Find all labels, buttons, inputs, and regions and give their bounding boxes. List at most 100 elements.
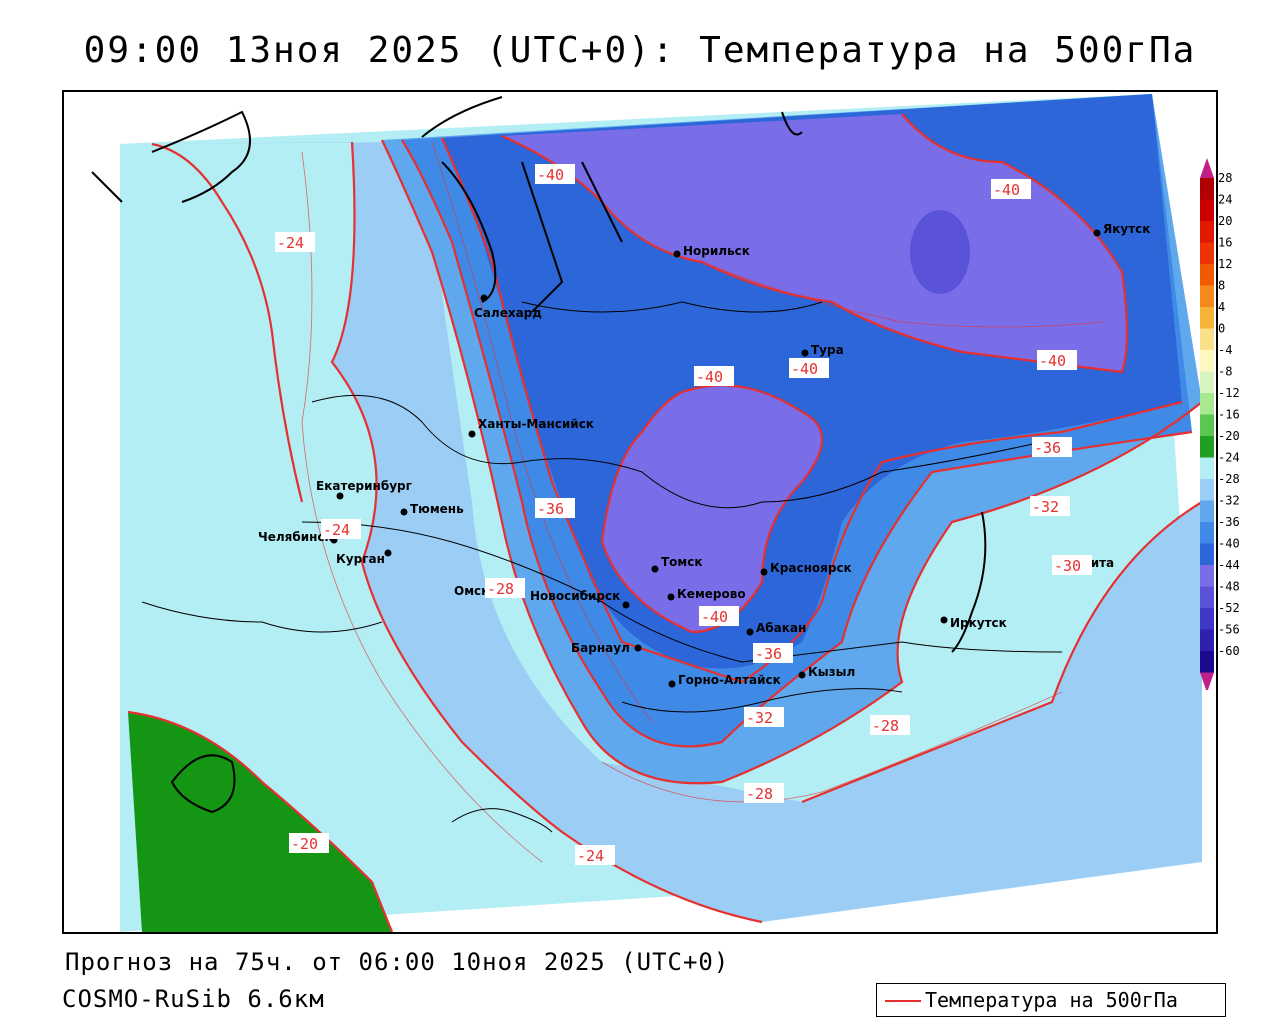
- svg-text:-30: -30: [1054, 557, 1081, 575]
- colorbar-swatch: [1200, 414, 1214, 436]
- colorbar-swatch: [1200, 457, 1214, 479]
- colorbar-swatch: [1200, 436, 1214, 458]
- colorbar-swatch: [1200, 608, 1214, 630]
- colorbar-tick-label: 28: [1218, 171, 1232, 185]
- colorbar-tick-label: 16: [1218, 236, 1232, 250]
- svg-text:-24: -24: [277, 234, 304, 252]
- colorbar-swatch: [1200, 651, 1214, 673]
- colorbar-tick-label: 20: [1218, 214, 1232, 228]
- colorbar-tick-label: -12: [1218, 386, 1240, 400]
- city-label: Ханты-Мансийск: [478, 417, 594, 431]
- city-label: Тура: [811, 343, 844, 357]
- colorbar-swatch: [1200, 629, 1214, 651]
- city-label: Салехард: [474, 306, 542, 320]
- city-label: Норильск: [683, 244, 750, 258]
- colorbar-tick-label: 24: [1218, 193, 1232, 207]
- band-minus-28: [152, 142, 1202, 922]
- colorbar-tick-label: -4: [1218, 343, 1232, 357]
- svg-text:-36: -36: [537, 500, 564, 518]
- svg-text:-28: -28: [746, 785, 773, 803]
- svg-text:-40: -40: [701, 608, 728, 626]
- colorbar-tick-label: 4: [1218, 300, 1225, 314]
- colorbar-swatch: [1200, 522, 1214, 544]
- legend-line-swatch: [885, 1000, 921, 1002]
- colorbar-tick-label: -44: [1218, 558, 1240, 572]
- city-label: Кызыл: [808, 665, 855, 679]
- coastlines: [91, 96, 987, 653]
- svg-text:-28: -28: [872, 717, 899, 735]
- colorbar-tick-label: 8: [1218, 279, 1225, 293]
- band-minus-44-north: [502, 114, 1127, 372]
- map-panel[interactable]: Салехард Норильск Якутск Тура Ханты-Манс…: [62, 90, 1218, 934]
- city-label: Курган: [336, 552, 385, 566]
- svg-text:-32: -32: [746, 709, 773, 727]
- city-label: Якутск: [1103, 222, 1150, 236]
- colorbar-tick-label: -8: [1218, 365, 1232, 379]
- legend-label: Температура на 500гПа: [925, 988, 1178, 1012]
- map-title: 09:00 13ноя 2025 (UTC+0): Температура на…: [83, 30, 1197, 71]
- colorbar-swatch: [1200, 307, 1214, 329]
- colorbar-swatch: [1200, 479, 1214, 501]
- city-label: Горно-Алтайск: [678, 673, 781, 687]
- colorbar-scale: 28 24 20 16 12 8 4 0 -4 -8 -12 -16 -20 -24 -28 -32 -36 -4…: [1200, 158, 1240, 693]
- colorbar: 28 24 20 16 12 8 4 0 -4 -8 -12 -16 -20 -24 -28 -32 -36 -4…: [1198, 158, 1278, 693]
- admin-borders: [141, 301, 1063, 833]
- city-label: Томск: [661, 555, 703, 569]
- isotherm-labels: -40 -24 -40 -40 -40 -40 -40 -36 -36 -32 …: [275, 164, 1092, 865]
- colorbar-swatch: [1200, 242, 1214, 264]
- colorbar-tick-label: -28: [1218, 472, 1240, 486]
- colorbar-tick-label: -52: [1218, 601, 1240, 615]
- city-label: Кемерово: [677, 587, 746, 601]
- svg-text:-24: -24: [323, 521, 350, 539]
- city-label: Тюмень: [410, 502, 464, 516]
- colorbar-tick-label: -60: [1218, 644, 1240, 658]
- model-name: COSMO-RuSib 6.6км: [62, 985, 325, 1013]
- city-label: Барнаул: [571, 641, 630, 655]
- colorbar-tick-label: -32: [1218, 494, 1240, 508]
- svg-text:-36: -36: [755, 645, 782, 663]
- colorbar-arrow-bottom: [1200, 672, 1214, 693]
- minor-isotherms: [301, 141, 1103, 863]
- colorbar-swatch: [1200, 586, 1214, 608]
- isotherms: [127, 113, 1203, 932]
- svg-text:-40: -40: [537, 166, 564, 184]
- city-label: Иркутск: [950, 616, 1007, 630]
- band-minus-48: [910, 210, 970, 294]
- colorbar-swatch: [1200, 285, 1214, 307]
- city-markers: Салехард Норильск Якутск Тура Ханты-Манс…: [258, 222, 1150, 688]
- forecast-info: Прогноз на 75ч. от 06:00 10ноя 2025 (UTC…: [65, 948, 730, 976]
- colorbar-swatch: [1200, 500, 1214, 522]
- colorbar-swatch: [1200, 565, 1214, 587]
- colorbar-swatch: [1200, 178, 1214, 200]
- colorbar-swatch: [1200, 264, 1214, 286]
- colorbar-tick-label: -16: [1218, 408, 1240, 422]
- svg-text:-36: -36: [1034, 439, 1061, 457]
- city-label: Новосибирск: [530, 589, 620, 603]
- colorbar-tick-label: 0: [1218, 322, 1225, 336]
- city-label: Челябинск: [258, 530, 333, 544]
- colorbar-tick-label: -40: [1218, 537, 1240, 551]
- svg-text:-40: -40: [993, 181, 1020, 199]
- colorbar-swatch: [1200, 221, 1214, 243]
- city-label: Екатеринбург: [316, 479, 412, 493]
- colorbar-swatch: [1200, 393, 1214, 415]
- band-minus-20: [128, 712, 392, 932]
- colorbar-swatch: [1200, 543, 1214, 565]
- svg-text:-40: -40: [791, 360, 818, 378]
- colorbar-swatch: [1200, 371, 1214, 393]
- colorbar-swatch: [1200, 328, 1214, 350]
- colorbar-tick-label: -24: [1218, 451, 1240, 465]
- svg-text:-20: -20: [291, 835, 318, 853]
- city-label: Абакан: [756, 621, 806, 635]
- colorbar-arrow-top: [1200, 158, 1214, 178]
- svg-text:-40: -40: [696, 368, 723, 386]
- temperature-map: Салехард Норильск Якутск Тура Ханты-Манс…: [91, 94, 1203, 932]
- svg-text:-32: -32: [1032, 498, 1059, 516]
- colorbar-tick-label: -48: [1218, 580, 1240, 594]
- colorbar-tick-label: -56: [1218, 623, 1240, 637]
- colorbar-swatch: [1200, 199, 1214, 221]
- colorbar-swatch: [1200, 350, 1214, 372]
- colorbar-tick-label: -36: [1218, 515, 1240, 529]
- svg-text:-28: -28: [487, 580, 514, 598]
- svg-text:-40: -40: [1039, 352, 1066, 370]
